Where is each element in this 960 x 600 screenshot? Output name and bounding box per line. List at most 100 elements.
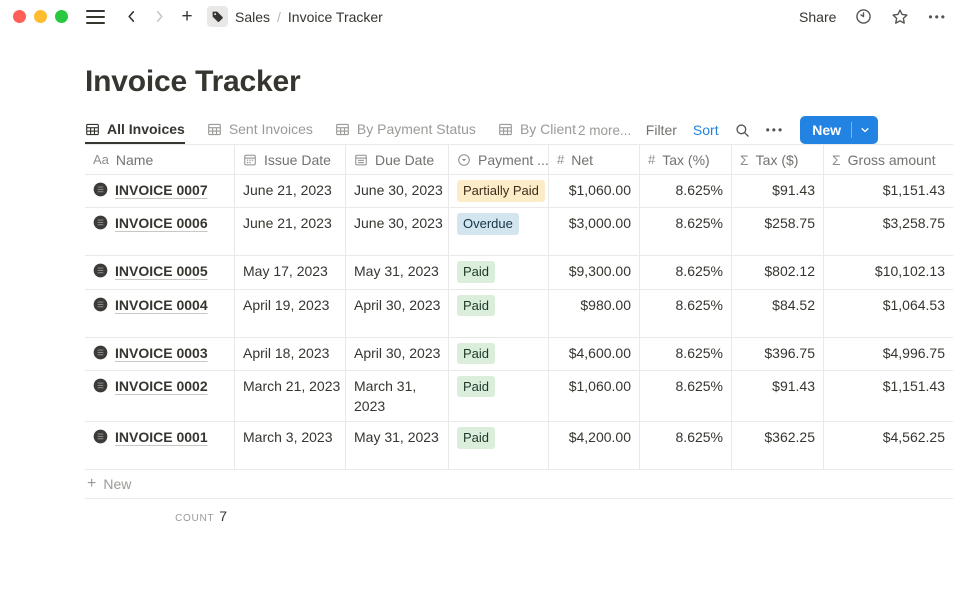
view-tab-by-payment-status[interactable]: By Payment Status <box>335 116 476 144</box>
page-link[interactable]: INVOICE 0004 <box>115 296 208 313</box>
cell-name[interactable]: INVOICE 0006 <box>85 208 235 256</box>
column-header-gross[interactable]: Σ Gross amount <box>824 145 953 174</box>
cell-issue_date[interactable]: May 17, 2023 <box>235 256 346 289</box>
sort-button[interactable]: Sort <box>692 122 719 138</box>
cell-tax_pct[interactable]: 8.625% <box>640 370 732 422</box>
new-button[interactable]: New <box>800 116 878 144</box>
page-link[interactable]: INVOICE 0005 <box>115 263 208 280</box>
cell-gross[interactable]: $10,102.13 <box>874 263 945 280</box>
cell-gross[interactable]: $4,562.25 <box>882 429 945 446</box>
cell-issue_date[interactable]: March 3, 2023 <box>235 422 346 470</box>
close-window-button[interactable] <box>13 10 26 23</box>
cell-status[interactable]: Overdue <box>449 208 549 256</box>
column-header-tax_pct[interactable]: # Tax (%) <box>640 145 732 174</box>
cell-name[interactable]: INVOICE 0003 <box>85 337 235 370</box>
cell-status[interactable]: Paid <box>449 337 549 370</box>
new-dropdown-button[interactable] <box>852 125 878 135</box>
column-header-name[interactable]: Aa Name <box>85 145 235 174</box>
column-header-net[interactable]: # Net <box>549 145 640 174</box>
cell-due_date[interactable]: April 30, 2023 <box>346 337 449 370</box>
cell-tax_pct[interactable]: 8.625% <box>640 208 732 256</box>
sidebar-toggle-icon[interactable] <box>84 6 107 28</box>
view-tab-by-client[interactable]: By Client <box>498 116 576 144</box>
cell-gross[interactable]: $1,151.43 <box>882 377 945 394</box>
cell-tax_pct[interactable]: 8.625% <box>640 337 732 370</box>
cell-due_date[interactable]: June 30, 2023 <box>346 175 449 208</box>
column-header-issue_date[interactable]: Issue Date <box>235 145 346 174</box>
cell-issue_date[interactable]: April 18, 2023 <box>235 337 346 370</box>
cell-status[interactable]: Paid <box>449 422 549 470</box>
filter-button[interactable]: Filter <box>645 122 677 138</box>
cell-tax_usd[interactable]: $84.52 <box>732 289 824 337</box>
cell-tax_usd[interactable]: $362.25 <box>732 422 824 470</box>
cell-due_date[interactable]: May 31, 2023 <box>346 256 449 289</box>
cell-net[interactable]: $1,060.00 <box>549 370 640 422</box>
view-tab-all-invoices[interactable]: All Invoices <box>85 116 185 144</box>
cell-net[interactable]: $980.00 <box>549 289 640 337</box>
new-button-label: New <box>812 122 841 138</box>
minimize-window-button[interactable] <box>34 10 47 23</box>
back-button[interactable] <box>119 5 143 29</box>
table-new-row-button[interactable]: + New <box>85 470 953 500</box>
more-options-button[interactable]: ••• <box>928 9 947 24</box>
cell-tax_usd[interactable]: $91.43 <box>732 175 824 208</box>
table-count[interactable]: COUNT 7 <box>85 508 235 524</box>
cell-due_date[interactable]: March 31, 2023 <box>346 370 449 422</box>
cell-status[interactable]: Partially Paid <box>449 175 549 208</box>
cell-issue_date[interactable]: June 21, 2023 <box>235 208 346 256</box>
cell-name[interactable]: INVOICE 0002 <box>85 370 235 422</box>
cell-tax_usd[interactable]: $802.12 <box>732 256 824 289</box>
cell-tax_pct[interactable]: 8.625% <box>640 256 732 289</box>
page-link[interactable]: INVOICE 0007 <box>115 182 208 198</box>
view-options-button[interactable]: ••• <box>765 123 785 137</box>
cell-name[interactable]: INVOICE 0007 <box>85 175 235 208</box>
cell-tax_pct[interactable]: 8.625% <box>640 175 732 208</box>
status-badge: Paid <box>457 427 496 449</box>
page-link[interactable]: INVOICE 0003 <box>115 344 208 361</box>
cell-name[interactable]: INVOICE 0005 <box>85 256 235 289</box>
column-header-status[interactable]: Payment ... <box>449 145 549 174</box>
cell-name[interactable]: INVOICE 0001 <box>85 422 235 470</box>
cell-net[interactable]: $4,200.00 <box>549 422 640 470</box>
cell-tax_pct[interactable]: 8.625% <box>640 289 732 337</box>
cell-tax_usd[interactable]: $396.75 <box>732 337 824 370</box>
cell-net[interactable]: $9,300.00 <box>549 256 640 289</box>
zoom-window-button[interactable] <box>55 10 68 23</box>
cell-name[interactable]: INVOICE 0004 <box>85 289 235 337</box>
cell-status[interactable]: Paid <box>449 370 549 422</box>
cell-status[interactable]: Paid <box>449 256 549 289</box>
cell-issue_date[interactable]: June 21, 2023 <box>235 175 346 208</box>
cell-gross[interactable]: $3,258.75 <box>882 215 945 232</box>
cell-gross[interactable]: $1,151.43 <box>882 182 945 198</box>
breadcrumb: Sales / Invoice Tracker <box>235 9 383 25</box>
column-header-tax_usd[interactable]: Σ Tax ($) <box>732 145 824 174</box>
cell-tax_pct[interactable]: 8.625% <box>640 422 732 470</box>
search-button[interactable] <box>735 123 750 138</box>
column-header-due_date[interactable]: Due Date <box>346 145 449 174</box>
cell-due_date[interactable]: June 30, 2023 <box>346 208 449 256</box>
cell-issue_date[interactable]: March 21, 2023 <box>235 370 346 422</box>
cell-net[interactable]: $1,060.00 <box>549 175 640 208</box>
forward-button[interactable] <box>147 5 171 29</box>
new-tab-button[interactable]: + <box>181 6 193 27</box>
cell-net[interactable]: $3,000.00 <box>549 208 640 256</box>
page-link[interactable]: INVOICE 0002 <box>115 377 208 394</box>
cell-gross[interactable]: $1,064.53 <box>882 296 945 313</box>
page-link[interactable]: INVOICE 0001 <box>115 429 208 446</box>
more-views-link[interactable]: 2 more... <box>577 122 632 138</box>
favorite-button[interactable] <box>891 8 909 26</box>
page-link[interactable]: INVOICE 0006 <box>115 215 208 232</box>
breadcrumb-page[interactable]: Invoice Tracker <box>287 8 383 25</box>
cell-gross[interactable]: $4,996.75 <box>882 344 945 361</box>
share-button[interactable]: Share <box>799 8 837 25</box>
cell-issue_date[interactable]: April 19, 2023 <box>235 289 346 337</box>
cell-tax_usd[interactable]: $258.75 <box>732 208 824 256</box>
cell-due_date[interactable]: April 30, 2023 <box>346 289 449 337</box>
view-tab-sent-invoices[interactable]: Sent Invoices <box>207 116 313 144</box>
cell-status[interactable]: Paid <box>449 289 549 337</box>
cell-tax_usd[interactable]: $91.43 <box>732 370 824 422</box>
cell-due_date[interactable]: May 31, 2023 <box>346 422 449 470</box>
breadcrumb-section[interactable]: Sales <box>235 8 271 25</box>
updates-button[interactable] <box>855 8 872 25</box>
cell-net[interactable]: $4,600.00 <box>549 337 640 370</box>
